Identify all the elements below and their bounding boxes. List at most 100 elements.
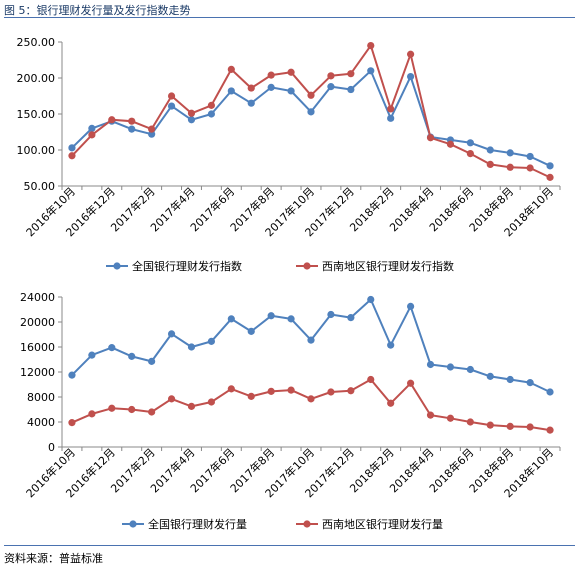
data-point (407, 72, 415, 81)
data-point (307, 336, 315, 344)
data-point (407, 379, 415, 387)
data-point (526, 152, 534, 161)
data-point (486, 421, 494, 429)
data-point (88, 351, 96, 359)
data-point (526, 379, 534, 387)
data-point (466, 418, 474, 426)
data-point (187, 402, 196, 410)
data-point (327, 83, 335, 91)
data-point (128, 352, 136, 360)
data-point (148, 130, 156, 138)
data-point (446, 363, 455, 371)
data-point (88, 124, 96, 132)
data-point (466, 139, 474, 147)
chart-2: 040008000120001600020000240002016年10月201… (20, 291, 561, 531)
data-point (267, 312, 275, 320)
data-point (68, 419, 76, 427)
y-tick-label: 12000 (20, 366, 55, 379)
y-tick-label: 100.00 (17, 144, 56, 157)
data-point (167, 395, 176, 403)
data-point (307, 395, 315, 403)
data-point (148, 357, 156, 365)
data-point (546, 162, 554, 170)
data-point (526, 164, 534, 172)
source-rule (4, 545, 575, 546)
data-point (287, 386, 295, 394)
series-line (71, 378, 551, 432)
data-point (546, 173, 554, 181)
title-rule (4, 17, 575, 18)
data-point (347, 70, 355, 78)
data-point (387, 114, 395, 122)
data-point (167, 102, 176, 110)
data-point (506, 375, 514, 384)
y-tick-label: 0 (48, 441, 55, 454)
data-point (387, 105, 395, 113)
data-point (227, 65, 235, 73)
data-point (347, 314, 355, 322)
y-tick-label: 50.00 (24, 180, 56, 193)
source-note: 资料来源：普益标准 (4, 552, 103, 565)
data-point (327, 310, 335, 319)
data-point (267, 387, 275, 395)
data-point (227, 315, 235, 323)
y-tick-label: 250.00 (17, 36, 56, 49)
data-point (247, 99, 255, 107)
data-point (247, 84, 255, 92)
data-point (486, 146, 494, 154)
data-point (287, 315, 295, 323)
data-point (187, 116, 196, 124)
data-point (108, 116, 116, 124)
data-point (108, 344, 116, 352)
data-point (207, 337, 215, 345)
data-point (267, 83, 275, 91)
data-point (287, 68, 295, 76)
data-point (247, 392, 255, 400)
data-point (327, 72, 335, 80)
data-point (486, 372, 494, 380)
data-point (207, 101, 215, 109)
data-point (506, 422, 514, 430)
data-point (327, 388, 335, 396)
y-tick-label: 20000 (20, 316, 55, 329)
data-point (546, 426, 554, 434)
data-point (546, 388, 554, 396)
series-line (71, 69, 551, 167)
data-point (466, 150, 474, 158)
series-line (71, 298, 551, 393)
data-point (128, 125, 136, 133)
data-point (387, 399, 395, 407)
data-point (108, 404, 116, 412)
y-tick-label: 150.00 (17, 108, 56, 121)
data-point (387, 341, 395, 349)
data-point (148, 408, 156, 416)
data-point (486, 160, 494, 168)
data-point (227, 87, 235, 95)
data-point (407, 50, 415, 58)
legend-label: 全国银行理财发行量 (148, 517, 247, 531)
data-point (148, 125, 156, 133)
data-point (347, 85, 355, 94)
y-tick-label: 4000 (27, 416, 55, 429)
data-point (88, 131, 96, 139)
data-point (207, 110, 215, 118)
data-point (506, 149, 514, 157)
y-tick-label: 24000 (20, 291, 55, 304)
data-point (167, 330, 176, 338)
data-point (128, 405, 136, 414)
data-point (68, 152, 76, 160)
data-point (446, 414, 455, 422)
data-point (526, 423, 534, 431)
data-point (207, 398, 215, 406)
y-tick-label: 200.00 (17, 72, 56, 85)
legend-swatch-marker (303, 520, 311, 528)
data-point (367, 67, 375, 75)
data-point (426, 411, 435, 419)
data-point (446, 140, 455, 148)
data-point (506, 163, 514, 171)
chart-1: 50.00100.00150.00200.00250.002016年10月201… (17, 36, 561, 273)
y-tick-label: 16000 (20, 341, 55, 354)
data-point (227, 385, 235, 393)
data-point (187, 343, 196, 351)
